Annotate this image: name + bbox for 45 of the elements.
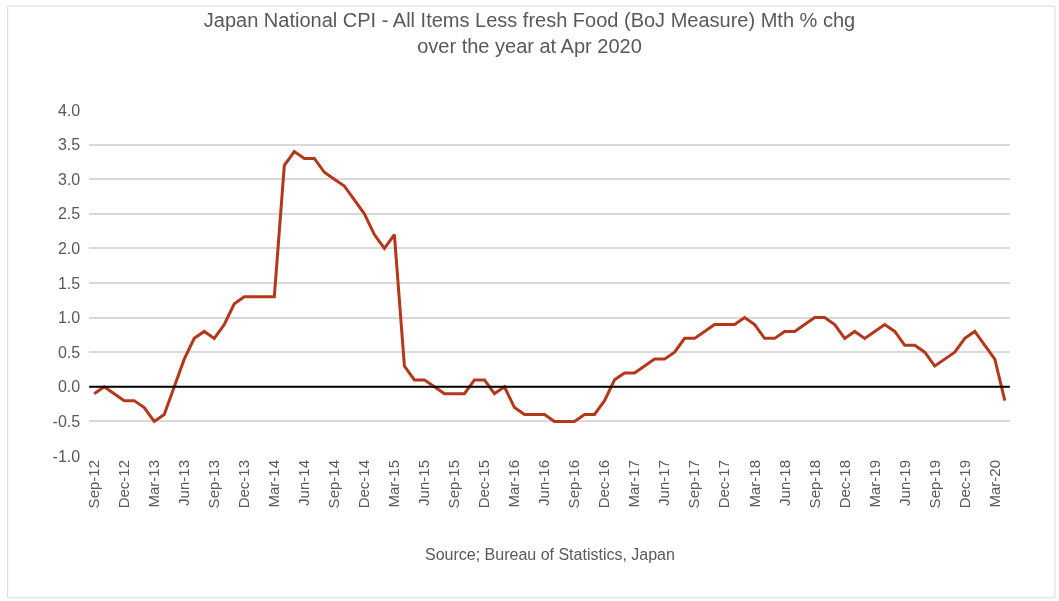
y-tick-label: 2.5 xyxy=(57,205,81,223)
y-tick-label: 3.5 xyxy=(57,136,81,154)
x-tick-label: Sep-14 xyxy=(325,460,343,509)
x-tick-label: Mar-13 xyxy=(145,460,163,508)
x-tick-label: Dec-18 xyxy=(835,460,853,509)
x-tick-label: Sep-15 xyxy=(445,460,463,509)
y-tick-label: 4.0 xyxy=(57,101,81,119)
x-tick-label: Dec-12 xyxy=(115,460,133,509)
y-tick-label: 2.0 xyxy=(57,240,81,257)
source-note: Source; Bureau of Statistics, Japan xyxy=(425,546,675,563)
y-tick-label: -0.5 xyxy=(52,413,81,430)
x-tick-label: Mar-20 xyxy=(985,460,1003,508)
chart-title: Japan National CPI - All Items Less fresh Food (BoJ Measure) Mth % chg over the year at Apr 2020 xyxy=(203,9,856,58)
x-tick-label: Jun-19 xyxy=(895,460,913,506)
y-tick-label: 1.5 xyxy=(57,274,81,292)
x-tick-label: Sep-19 xyxy=(925,460,943,509)
x-tick-label: Jun-18 xyxy=(775,460,793,506)
y-tick-label: 3.0 xyxy=(57,170,81,188)
x-tick-label: Mar-16 xyxy=(505,460,523,508)
x-tick-label: Mar-17 xyxy=(625,460,643,508)
x-tick-label: Sep-13 xyxy=(205,460,223,509)
x-tick-label: Dec-17 xyxy=(715,460,733,509)
y-tick-label: -1.0 xyxy=(52,447,81,465)
x-tick-label: Jun-17 xyxy=(655,460,673,506)
y-tick-label: 0.0 xyxy=(57,378,81,396)
x-tick-label: Mar-18 xyxy=(745,460,763,508)
x-tick-label: Jun-14 xyxy=(295,460,313,506)
line-series xyxy=(92,150,1007,423)
x-tick-label: Dec-13 xyxy=(235,460,253,509)
x-tick-label: Dec-16 xyxy=(595,460,613,509)
x-tick-label: Sep-17 xyxy=(685,460,703,509)
x-tick-label: Mar-15 xyxy=(385,460,403,508)
x-tick-label: Sep-12 xyxy=(85,460,103,509)
y-tick-label: 1.0 xyxy=(57,309,81,327)
x-tick-label: Dec-14 xyxy=(355,460,373,509)
x-tick-label: Dec-15 xyxy=(475,460,493,509)
x-tick-label: Mar-14 xyxy=(265,460,283,508)
x-tick-label: Sep-16 xyxy=(565,460,583,509)
x-tick-label: Mar-19 xyxy=(865,460,883,508)
x-tick-label: Sep-18 xyxy=(805,460,823,509)
x-tick-label: Dec-19 xyxy=(955,460,973,509)
x-tick-label: Jun-16 xyxy=(535,460,553,506)
y-tick-label: 0.5 xyxy=(57,343,81,361)
x-tick-label: Jun-15 xyxy=(415,460,433,506)
x-tick-label: Jun-13 xyxy=(175,460,193,506)
